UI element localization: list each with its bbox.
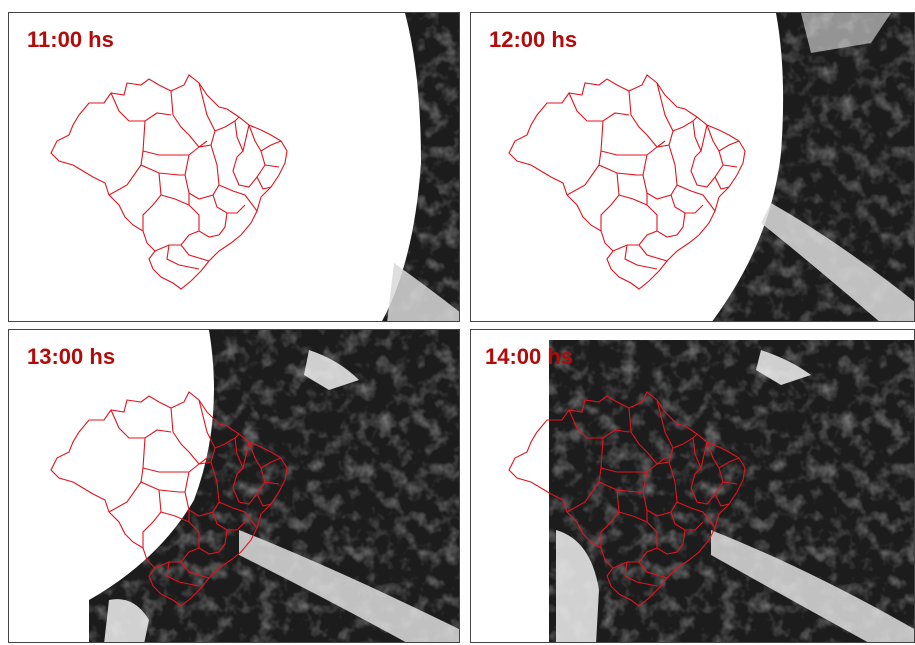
satellite-image <box>9 13 459 321</box>
satellite-panel-1400: 14:00 hs <box>470 329 915 643</box>
satellite-image <box>9 330 459 642</box>
time-label: 14:00 hs <box>485 344 574 369</box>
satellite-image <box>471 13 914 321</box>
satellite-panel-1300: 13:00 hs <box>8 329 460 643</box>
time-label: 11:00 hs <box>27 27 114 52</box>
satellite-panel-1200: 12:00 hs <box>470 12 915 322</box>
satellite-image <box>471 330 914 642</box>
time-label: 12:00 hs <box>489 27 578 52</box>
satellite-panel-1100: 11:00 hs <box>8 12 460 322</box>
time-label: 13:00 hs <box>27 344 116 369</box>
